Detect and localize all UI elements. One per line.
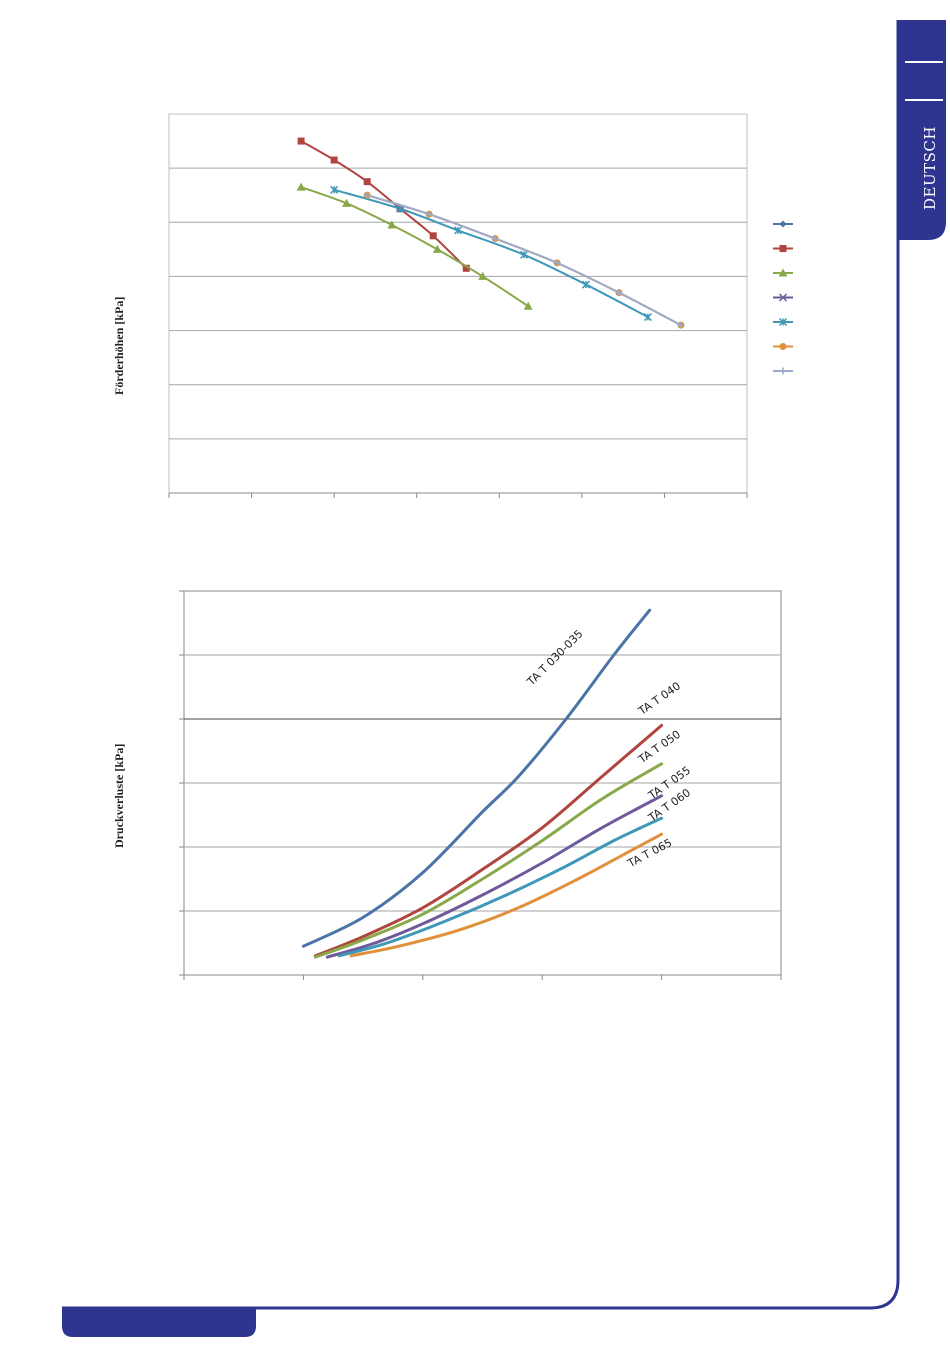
chart1-series-line-4 (333, 188, 649, 318)
chart1-point-s6 (677, 321, 685, 329)
chart2-series-label-2: TA T 050 (635, 728, 683, 767)
chart2-series-line-4 (337, 816, 664, 958)
chart1-legend-marker-1 (779, 245, 787, 252)
chart1-legend-marker-2 (778, 268, 788, 277)
chart1-point-s4 (520, 250, 529, 259)
chart1-point-s2 (523, 301, 533, 310)
chart1-legend-marker-4 (778, 317, 788, 327)
chart1-legend-marker-5 (779, 343, 787, 350)
chart1-legend-marker-3 (778, 293, 788, 302)
chart2-series-line-1 (313, 723, 664, 958)
chart1-point-s1 (462, 264, 470, 272)
chart1-point-s4 (330, 185, 339, 194)
chart1-point-s2 (478, 271, 488, 280)
chart1-point-s6 (425, 210, 433, 218)
chart1-point-s1 (330, 156, 338, 164)
chart1-point-s1 (297, 137, 305, 145)
chart1-point-s4 (581, 280, 591, 289)
chart1-legend-marker-6 (779, 367, 787, 375)
chart2-series-line-5 (349, 832, 664, 958)
chart1-point-s2 (296, 182, 306, 191)
chart1-point-s6 (363, 191, 371, 199)
chart1-point-s6 (553, 259, 561, 267)
language-tab[interactable] (898, 20, 946, 240)
chart1-legend-marker-0 (779, 220, 787, 228)
chart2-series-label-1: TA T 040 (635, 679, 683, 718)
chart1-point-s2 (342, 198, 352, 207)
page-border (62, 20, 900, 1310)
chart1-point-s4 (643, 313, 652, 322)
chart2-series-label-0: TA T 030-035 (524, 627, 586, 689)
chart2-series-line-0 (301, 608, 652, 948)
chart1-point-s1 (363, 178, 371, 186)
chart2-series-line-3 (325, 794, 664, 959)
chart2-series-line-2 (313, 762, 664, 959)
chart1-series-line-2 (300, 186, 529, 308)
chart1-point-s1 (429, 232, 437, 240)
chart1-point-s6 (491, 235, 499, 243)
chart1-point-s2 (432, 244, 442, 253)
footer-tab (62, 1308, 256, 1337)
chart1-point-s4 (453, 226, 463, 235)
chart1-point-s6 (615, 289, 623, 297)
chart1-series-line-6 (366, 194, 682, 327)
chart1-point-s2 (387, 220, 397, 229)
